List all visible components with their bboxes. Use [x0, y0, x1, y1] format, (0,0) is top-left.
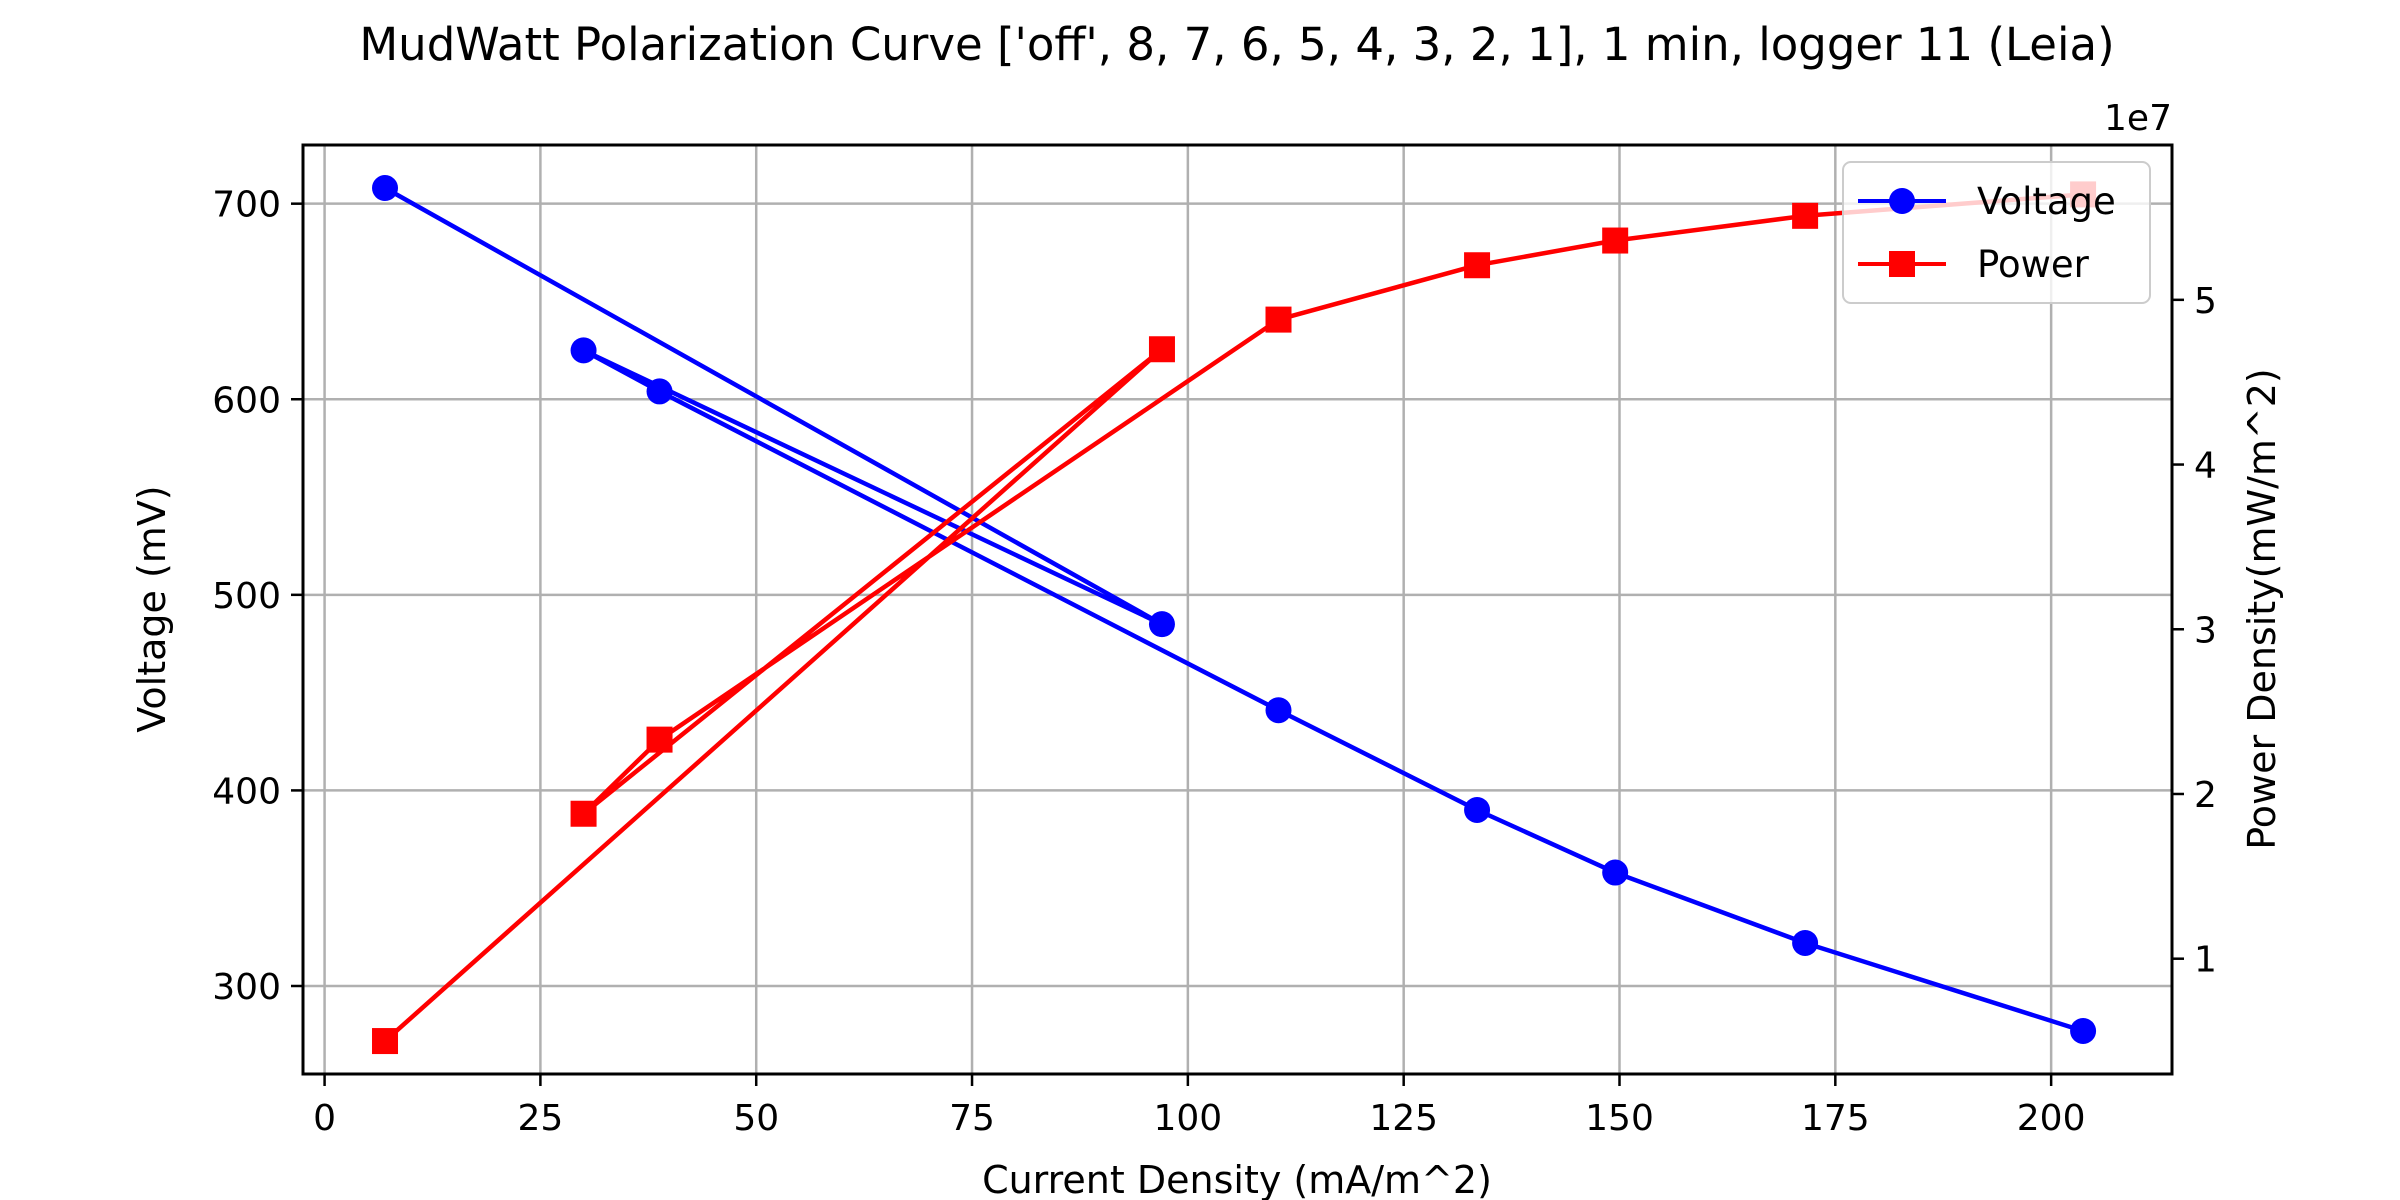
- x-tick-label: 75: [949, 1098, 995, 1139]
- y-tick-label: 400: [212, 771, 281, 812]
- plot-frame: [301, 143, 2174, 1076]
- series-layer: [372, 175, 2097, 1055]
- legend: Voltage Power: [1842, 161, 2151, 304]
- y2-offset-text: 1e7: [2104, 98, 2172, 139]
- legend-marker-voltage: [1889, 188, 1915, 214]
- y-tick-label: 300: [212, 967, 281, 1008]
- voltage-point: [2070, 1017, 2097, 1044]
- chart-title: MudWatt Polarization Curve ['off', 8, 7,…: [359, 18, 2114, 71]
- voltage-point: [1792, 929, 1819, 956]
- x-tick-label: 200: [2017, 1098, 2086, 1139]
- power-point: [1148, 336, 1175, 363]
- power-line: [383, 192, 2084, 1043]
- x-tick-label: 50: [733, 1098, 779, 1139]
- voltage-point: [1265, 697, 1292, 724]
- power-point: [1602, 227, 1629, 254]
- x-tick-label: 0: [313, 1098, 336, 1139]
- y2-axis-label: Power Density(mW/m^2): [2240, 368, 2284, 850]
- power-point: [570, 800, 597, 827]
- voltage-point: [570, 337, 597, 364]
- y2-tick-label: 5: [2194, 281, 2217, 322]
- voltage-point: [1148, 611, 1175, 638]
- y2-tick-label: 4: [2194, 446, 2217, 487]
- power-point: [1464, 252, 1491, 279]
- voltage-point: [646, 378, 673, 405]
- legend-marker-power: [1889, 251, 1915, 277]
- voltage-line: [383, 186, 2084, 1034]
- power-point: [1792, 202, 1819, 229]
- x-tick-label: 100: [1154, 1098, 1223, 1139]
- power-point: [646, 726, 673, 753]
- voltage-point: [1464, 796, 1491, 823]
- power-point: [1265, 306, 1292, 333]
- y2-tick-label: 2: [2194, 775, 2217, 816]
- legend-box: [1842, 161, 2151, 304]
- y-tick-label: 500: [212, 576, 281, 617]
- x-tick-label: 175: [1801, 1098, 1870, 1139]
- y-tick-label: 600: [212, 380, 281, 421]
- legend-label-power: Power: [1977, 243, 2090, 286]
- voltage-point: [372, 175, 399, 202]
- legend-label-voltage: Voltage: [1977, 180, 2116, 223]
- x-tick-label: 125: [1369, 1098, 1438, 1139]
- x-axis-label: Current Density (mA/m^2): [982, 1158, 1492, 1200]
- x-tick-label: 25: [517, 1098, 563, 1139]
- legend-entry-power: Power: [1858, 243, 2090, 286]
- voltage-point: [1602, 859, 1629, 886]
- y2-tick-label: 1: [2194, 940, 2217, 981]
- y2-tick-label: 3: [2194, 610, 2217, 651]
- axes: 0 25 50 75 100 125 150 175 200 300 400 500 600 700 1 2 3…: [212, 185, 2217, 1139]
- power-point: [372, 1028, 399, 1055]
- y-tick-label: 700: [212, 185, 281, 226]
- y-axis-label: Voltage (mV): [130, 485, 174, 732]
- legend-entry-voltage: Voltage: [1858, 180, 2116, 223]
- x-tick-label: 150: [1585, 1098, 1654, 1139]
